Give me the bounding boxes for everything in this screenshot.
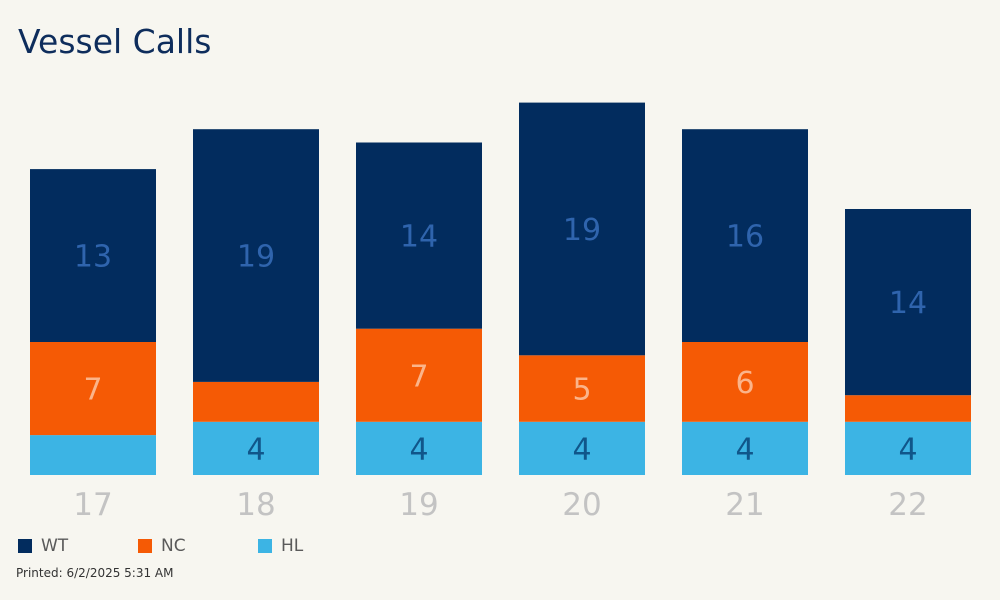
stacked-bar-chart: 7 13 17 4 19 18 4 7 14 19 4 5 19 20 4 6 16 21 4 14 22 <box>30 102 971 523</box>
data-label-wt-17: 13 <box>74 240 112 275</box>
data-label-wt-19: 14 <box>400 220 438 255</box>
bar-segment-wt-21 <box>682 129 808 342</box>
legend-label-nc: NC <box>161 536 186 556</box>
bar-segment-hl-21 <box>682 421 808 475</box>
legend-item-wt: WT <box>18 536 68 556</box>
data-label-nc-20: 5 <box>572 373 591 408</box>
x-tick-label-22: 22 <box>888 487 927 523</box>
legend-swatch-hl <box>258 539 272 553</box>
bar-segment-hl-22 <box>845 421 971 475</box>
legend-item-hl: HL <box>258 536 303 556</box>
data-label-nc-19: 7 <box>409 359 428 394</box>
bar-segment-nc-18 <box>193 381 319 422</box>
legend-item-nc: NC <box>138 536 186 556</box>
legend-label-wt: WT <box>41 536 69 556</box>
bar-segment-wt-20 <box>519 102 645 356</box>
printed-timestamp: Printed: 6/2/2025 5:31 AM <box>16 566 174 580</box>
bar-segment-wt-22 <box>845 209 971 396</box>
data-label-hl-20: 4 <box>572 432 591 467</box>
bar-segment-hl-18 <box>193 421 319 475</box>
data-label-wt-20: 19 <box>563 213 601 248</box>
bar-segment-nc-22 <box>845 395 971 422</box>
bar-segment-nc-20 <box>519 355 645 422</box>
data-label-wt-18: 19 <box>237 240 275 275</box>
bar-segment-wt-18 <box>193 129 319 382</box>
data-label-nc-21: 6 <box>735 366 754 401</box>
legend-swatch-wt <box>18 539 32 553</box>
legend-label-hl: HL <box>281 536 304 556</box>
chart-title: Vessel Calls <box>18 22 212 61</box>
data-label-nc-17: 7 <box>83 373 102 408</box>
data-label-hl-19: 4 <box>409 432 428 467</box>
bar-segment-hl-20 <box>519 421 645 475</box>
x-tick-label-19: 19 <box>399 487 438 523</box>
bar-segment-hl-17 <box>30 435 156 475</box>
data-label-wt-22: 14 <box>889 286 927 321</box>
x-tick-label-21: 21 <box>725 487 764 523</box>
x-tick-label-20: 20 <box>562 487 601 523</box>
legend-swatch-nc <box>138 539 152 553</box>
bar-segment-nc-17 <box>30 342 156 436</box>
data-label-hl-22: 4 <box>898 432 917 467</box>
bar-segment-nc-19 <box>356 328 482 422</box>
bar-segment-nc-21 <box>682 342 808 422</box>
data-label-wt-21: 16 <box>726 220 764 255</box>
bar-segment-hl-19 <box>356 421 482 475</box>
bar-segment-wt-19 <box>356 142 482 329</box>
data-label-hl-21: 4 <box>735 432 754 467</box>
x-tick-label-17: 17 <box>73 487 112 523</box>
data-label-hl-18: 4 <box>246 432 265 467</box>
x-tick-label-18: 18 <box>236 487 275 523</box>
bar-segment-wt-17 <box>30 169 156 342</box>
